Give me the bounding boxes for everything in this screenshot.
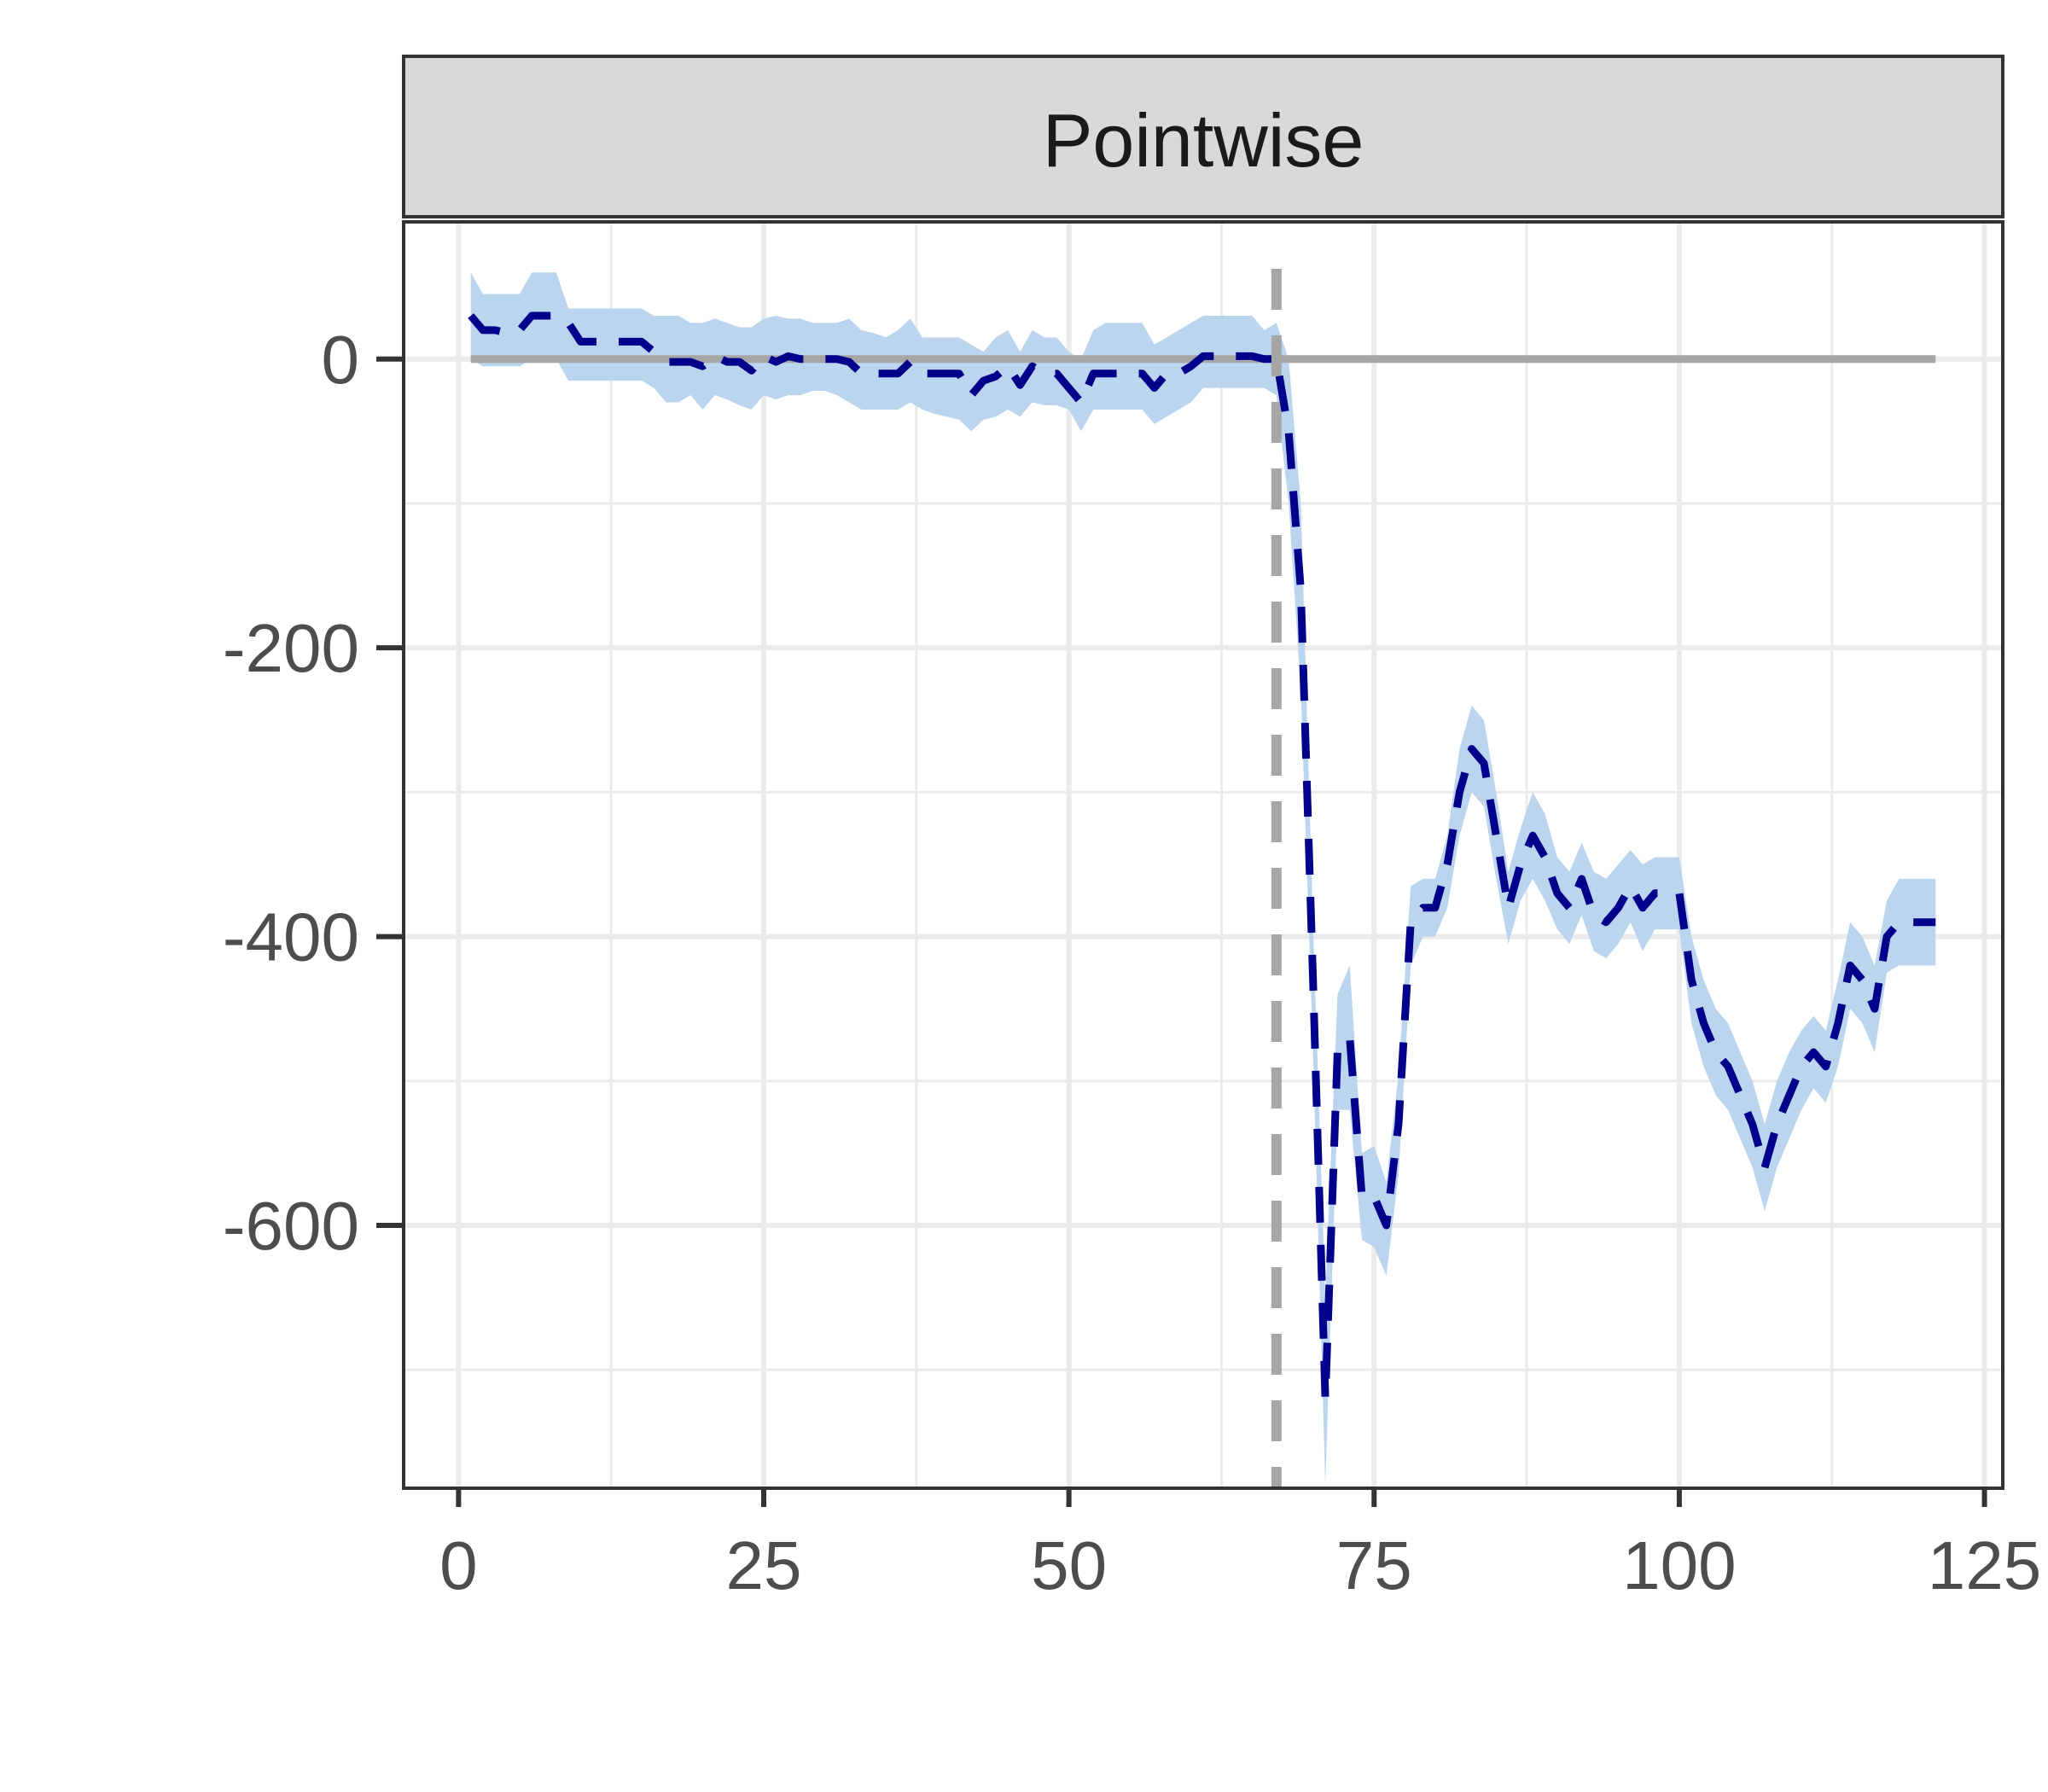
y-tick-label: -400 [223,899,359,975]
panel-border [402,220,2004,1490]
estimate-line [468,311,1936,1403]
strip-background [402,55,2004,218]
x-tick-label: 125 [1928,1527,2041,1603]
x-tick-label: 0 [439,1527,478,1603]
confidence-band [470,272,1936,1486]
y-tick-label: -600 [223,1188,359,1264]
y-tick-label: -200 [223,610,359,686]
plot-layers [468,269,1936,1488]
x-tick-label: 100 [1622,1527,1736,1603]
panel-title: Pointwise [1043,98,1364,183]
x-tick-label: 25 [726,1527,802,1603]
x-tick-label: 50 [1031,1527,1107,1603]
y-tick-label: 0 [322,322,360,398]
panel-background [404,222,2003,1488]
x-tick-label: 75 [1336,1527,1412,1603]
x-axis: 0 25 50 75 100 125 [439,1488,2041,1603]
y-axis: 0 -200 -400 -600 [223,322,404,1264]
strip-header: Pointwise [402,55,2004,218]
